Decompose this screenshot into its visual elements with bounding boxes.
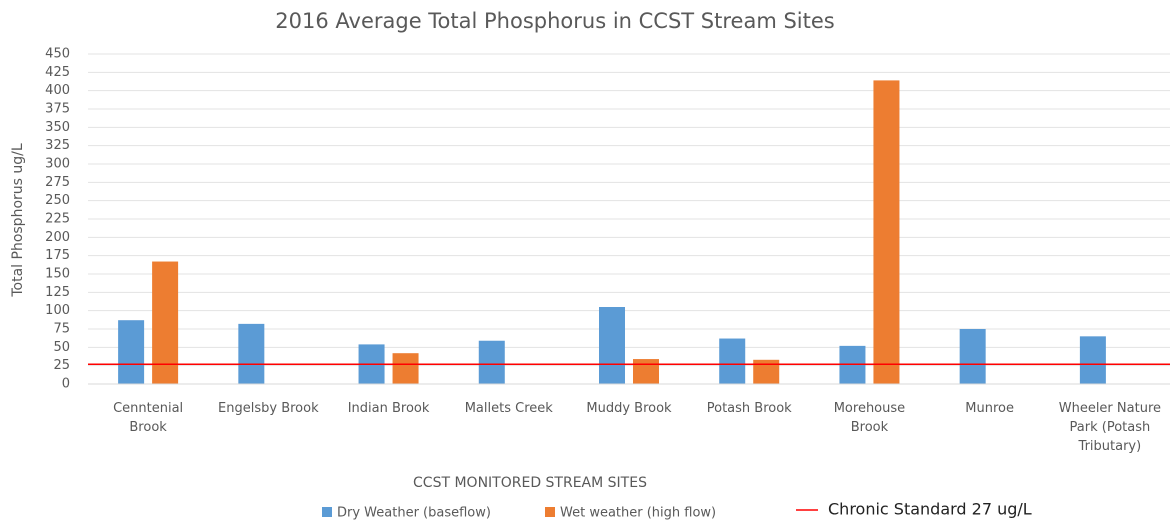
y-tick-label: 50 bbox=[53, 340, 70, 355]
y-tick-label: 250 bbox=[45, 193, 70, 208]
x-tick-label: Cenntenial Brook bbox=[113, 401, 184, 435]
bar bbox=[118, 320, 145, 384]
legend-swatch bbox=[545, 507, 555, 517]
x-axis-title: CCST MONITORED STREAM SITES bbox=[413, 475, 647, 491]
bar bbox=[1079, 336, 1106, 384]
bar bbox=[392, 353, 419, 384]
bar bbox=[873, 80, 900, 385]
y-tick-label: 200 bbox=[45, 230, 70, 245]
bar bbox=[633, 359, 659, 384]
legend-label: Dry Weather (baseflow) bbox=[337, 506, 491, 521]
bar bbox=[753, 359, 780, 384]
y-tick-label: 325 bbox=[45, 138, 70, 153]
y-tick-label: 75 bbox=[53, 322, 70, 337]
x-tick-label: Munroe bbox=[965, 401, 1015, 416]
y-tick-label: 275 bbox=[45, 175, 70, 190]
x-tick-label: Engelsby Brook bbox=[218, 401, 319, 416]
bar bbox=[599, 307, 625, 384]
y-tick-label: 375 bbox=[45, 102, 70, 117]
y-tick-label: 400 bbox=[45, 83, 70, 98]
y-tick-label: 25 bbox=[53, 358, 70, 373]
legend-label: Wet weather (high flow) bbox=[560, 506, 716, 521]
chart-title: 2016 Average Total Phosphorus in CCST St… bbox=[275, 9, 834, 33]
bar bbox=[152, 261, 179, 384]
bar bbox=[959, 329, 986, 384]
y-tick-label: 175 bbox=[45, 248, 70, 263]
bar bbox=[719, 338, 746, 384]
x-tick-label: Potash Brook bbox=[706, 401, 792, 416]
y-tick-label: 125 bbox=[45, 285, 70, 300]
bar bbox=[238, 323, 265, 384]
x-tick-label: Wheeler Nature Park (Potash Tributary) bbox=[1058, 401, 1161, 454]
x-tick-label: Morehouse Brook bbox=[833, 401, 906, 435]
x-tick-label: Indian Brook bbox=[347, 401, 430, 416]
x-tick-label: Mallets Creek bbox=[464, 401, 553, 416]
y-tick-label: 225 bbox=[45, 212, 70, 227]
legend-label: Chronic Standard 27 ug/L bbox=[828, 500, 1032, 519]
y-tick-label: 100 bbox=[45, 303, 70, 318]
y-tick-label: 150 bbox=[45, 267, 70, 282]
x-tick-label: Muddy Brook bbox=[586, 401, 672, 416]
y-tick-label: 450 bbox=[45, 47, 70, 62]
y-tick-label: 350 bbox=[45, 120, 70, 135]
y-tick-label: 300 bbox=[45, 157, 70, 172]
y-tick-label: 0 bbox=[62, 377, 70, 392]
y-tick-label: 425 bbox=[45, 65, 70, 80]
y-axis-title: Total Phosphorus ug/L bbox=[10, 143, 26, 297]
legend-swatch bbox=[322, 507, 332, 517]
bar bbox=[478, 340, 505, 384]
